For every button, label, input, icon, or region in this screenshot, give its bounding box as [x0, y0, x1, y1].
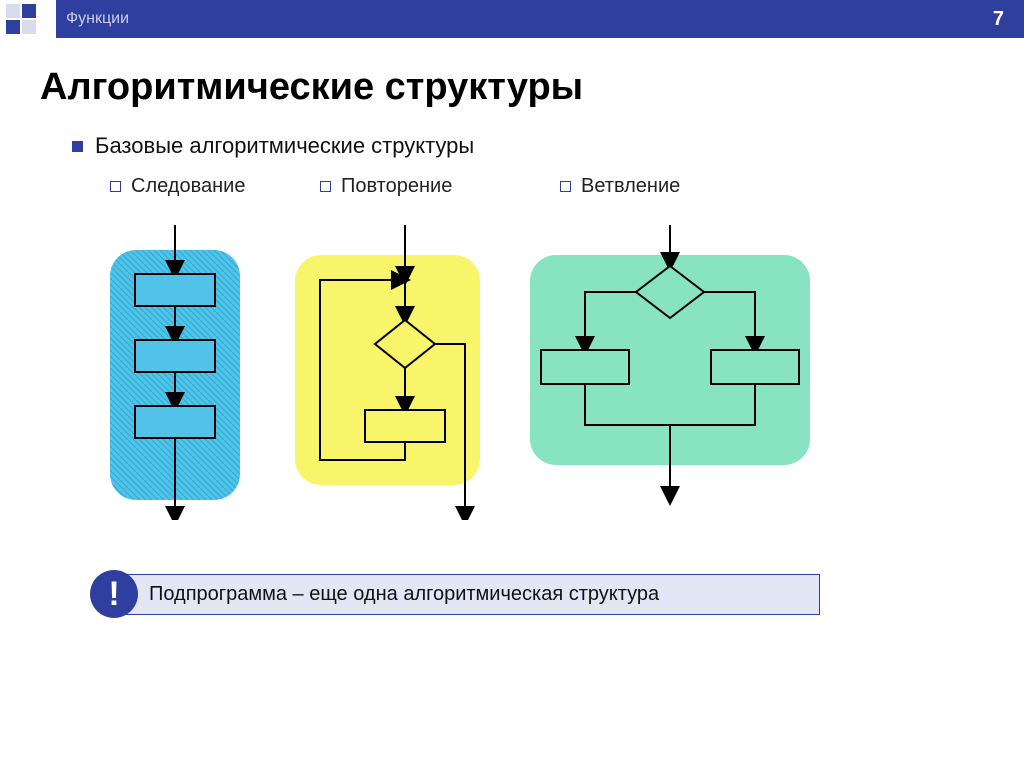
- page-number: 7: [993, 8, 1004, 31]
- section-label: Функции: [66, 10, 129, 28]
- header-left: Функции: [0, 0, 129, 38]
- sub-bullets-row: Следование Повторение Ветвление: [0, 165, 1024, 198]
- square-outline-icon: [110, 181, 121, 192]
- sub-label: Следование: [131, 175, 245, 198]
- page-title: Алгоритмические структуры: [40, 66, 984, 109]
- sub-label: Повторение: [341, 175, 452, 198]
- square-bullet-icon: [72, 141, 83, 152]
- square-outline-icon: [320, 181, 331, 192]
- footer-text: Подпрограмма – еще одна алгоритмическая …: [149, 583, 659, 605]
- header-bar: Функции 7: [0, 0, 1024, 38]
- square-outline-icon: [560, 181, 571, 192]
- logo-icon: [0, 0, 56, 38]
- footer-note: ! Подпрограмма – еще одна алгоритмическа…: [90, 570, 820, 618]
- bullet-main: Базовые алгоритмические структуры: [0, 119, 1024, 165]
- sub-item-loop: Повторение: [320, 175, 520, 198]
- footer-text-box: Подпрограмма – еще одна алгоритмическая …: [118, 574, 820, 615]
- exclamation-icon: !: [90, 570, 138, 618]
- diagram-branch: [520, 220, 820, 520]
- bullet-main-text: Базовые алгоритмические структуры: [95, 133, 474, 159]
- diagram-loop: [275, 220, 495, 520]
- sub-label: Ветвление: [581, 175, 680, 198]
- sub-item-branch: Ветвление: [560, 175, 760, 198]
- title-row: Алгоритмические структуры: [0, 38, 1024, 119]
- diagram-sequence: [100, 220, 250, 520]
- sub-item-sequence: Следование: [110, 175, 280, 198]
- diagrams-row: [0, 198, 1024, 520]
